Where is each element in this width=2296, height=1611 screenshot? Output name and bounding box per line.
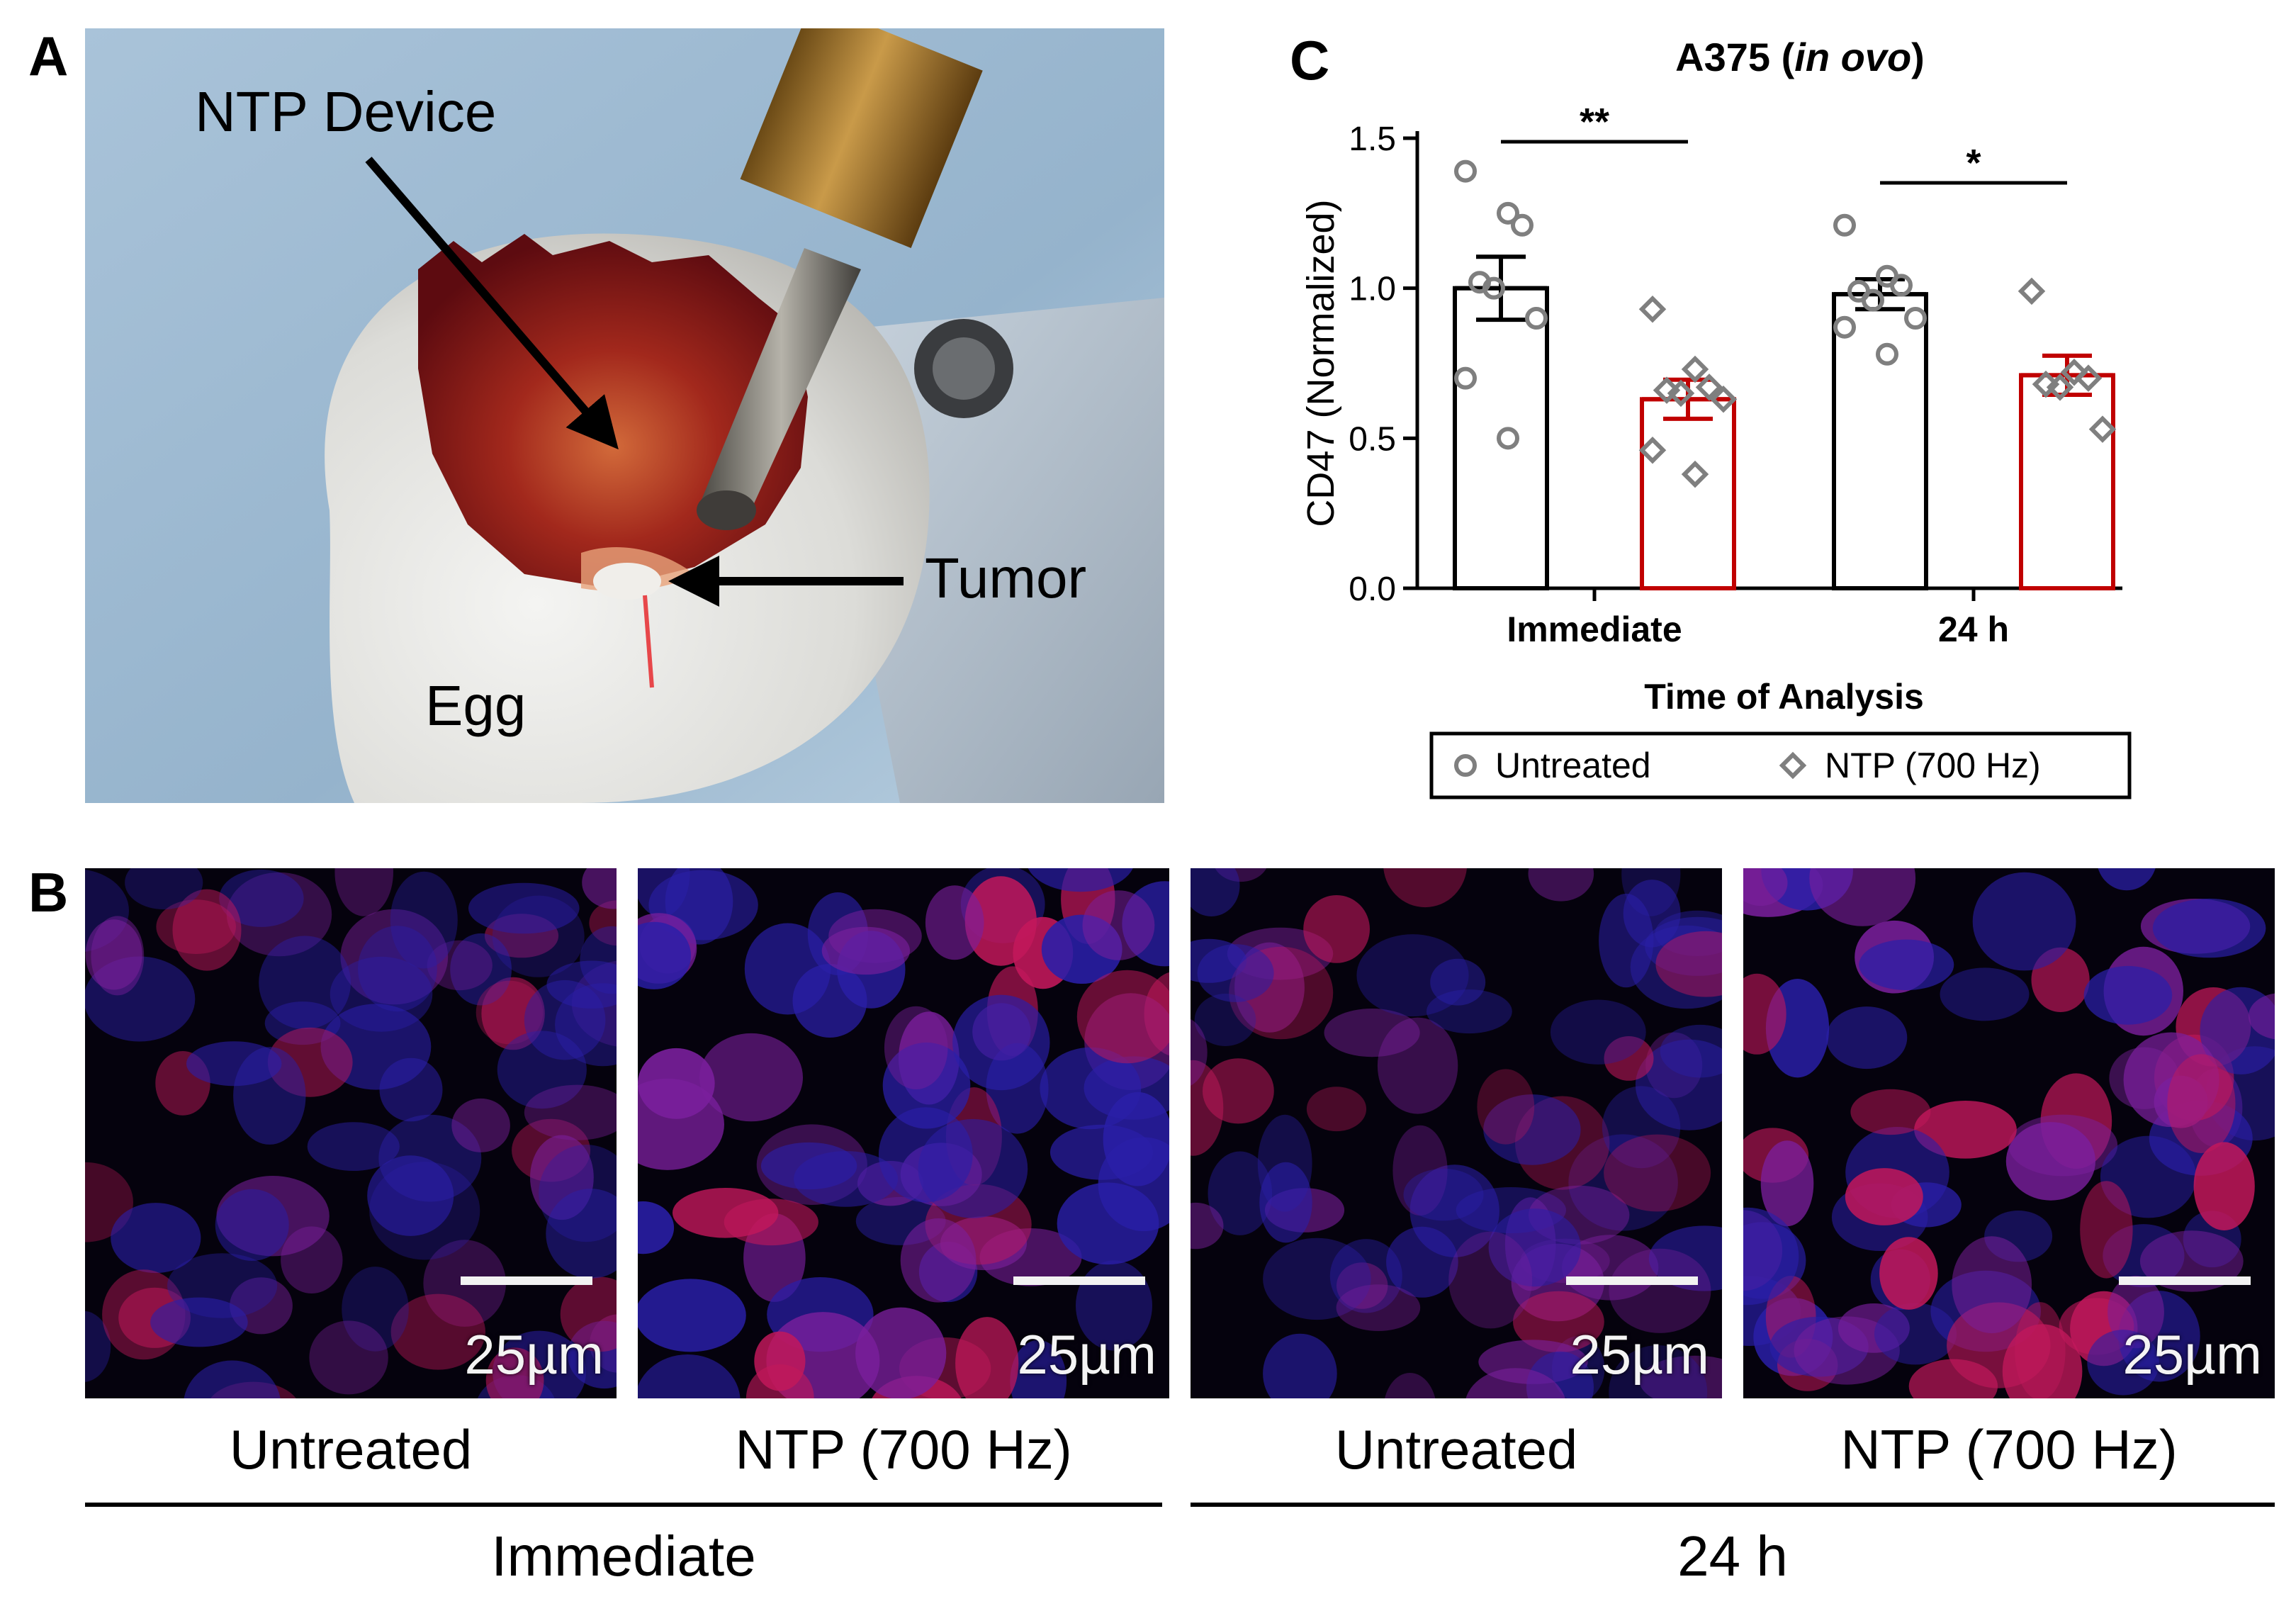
significance-label: * [1966,142,1981,184]
bar [1640,397,1736,590]
data-point [1876,342,1898,366]
data-point [1454,159,1477,183]
data-point [1525,307,1548,330]
data-point [2046,374,2074,401]
micrograph-texture [1743,868,2275,1398]
condition-label-24h-ntp: NTP (700 Hz) [1840,1418,2178,1481]
data-point [1681,355,1709,383]
tumor-label: Tumor [925,546,1087,610]
data-point [1833,213,1856,237]
data-point [1833,315,1856,339]
scale-bar [461,1276,592,1285]
scale-label: 25µm [464,1323,604,1386]
panel-a-letter: A [28,25,69,87]
data-point [1667,379,1695,408]
bar [1832,292,1928,590]
panel-b-letter: B [28,861,69,924]
data-point [2018,277,2046,305]
data-point [1862,288,1884,312]
data-point [2074,364,2103,392]
data-point [1695,374,1723,401]
condition-label-24h-untreated: Untreated [1334,1418,1578,1481]
ntp-device-label: NTP Device [195,80,497,143]
data-point [1497,427,1519,450]
data-point [1638,437,1667,464]
group-rule-immediate [85,1503,1162,1507]
data-point [1709,386,1738,413]
egg-photo-drawing [85,28,1164,803]
significance-label: ** [1580,101,1609,143]
micrograph-24h-untreated: 25µm [1191,868,1722,1398]
x-axis-label: Time of Analysis [1644,677,1924,717]
panel-c-letter: C [1290,29,1330,91]
micrograph-texture [1191,868,1722,1398]
group-rule-24h [1191,1503,2275,1507]
scale-label: 25µm [1017,1323,1157,1386]
x-tick-label: 24 h [1938,610,2009,649]
condition-label-immediate-ntp: NTP (700 Hz) [735,1418,1072,1481]
group-label-24h: 24 h [1677,1525,1788,1588]
scale-bar [1566,1276,1698,1285]
data-point [1497,201,1519,225]
micrograph-24h-ntp: 25µm [1743,868,2275,1398]
legend-label-ntp: NTP (700 Hz) [1825,746,2041,785]
data-point [1482,276,1505,300]
y-tick-label: 1.5 [1349,120,1396,158]
legend-label-untreated: Untreated [1495,746,1651,785]
egg-label: Egg [425,674,527,737]
egg-photo: NTP Device Tumor Egg [85,28,1164,803]
data-point [1904,307,1927,330]
micrograph-immediate-untreated: 25µm [85,868,617,1398]
data-point [1681,460,1709,488]
data-point [1638,296,1667,323]
group-label-immediate: Immediate [491,1525,756,1588]
micrograph-texture [638,868,1169,1398]
bar [2019,373,2115,590]
y-axis-label: CD47 (Normalized) [1300,199,1342,527]
data-point [1511,213,1534,237]
condition-label-immediate-untreated: Untreated [229,1418,473,1481]
legend-marker-ntp [1779,751,1807,780]
micrograph-texture [85,868,617,1398]
chart-title: A375 (in ovo) [1675,35,1925,79]
device-arrow [365,157,619,450]
data-point [1890,274,1913,297]
scale-label: 25µm [1570,1323,1709,1386]
y-tick-label: 0.0 [1349,571,1396,608]
scale-bar [1013,1276,1145,1285]
scale-label: 25µm [2122,1323,2262,1386]
legend-marker-untreated [1454,754,1477,777]
annotation-arrows [365,157,904,607]
micrograph-immediate-ntp: 25µm [638,868,1169,1398]
x-tick-label: Immediate [1507,610,1682,649]
data-point [2088,415,2117,443]
data-point [2060,358,2088,386]
y-tick-label: 1.0 [1349,271,1396,308]
y-tick-label: 0.5 [1349,420,1396,458]
scale-bar [2119,1276,2251,1285]
data-point [1454,366,1477,390]
